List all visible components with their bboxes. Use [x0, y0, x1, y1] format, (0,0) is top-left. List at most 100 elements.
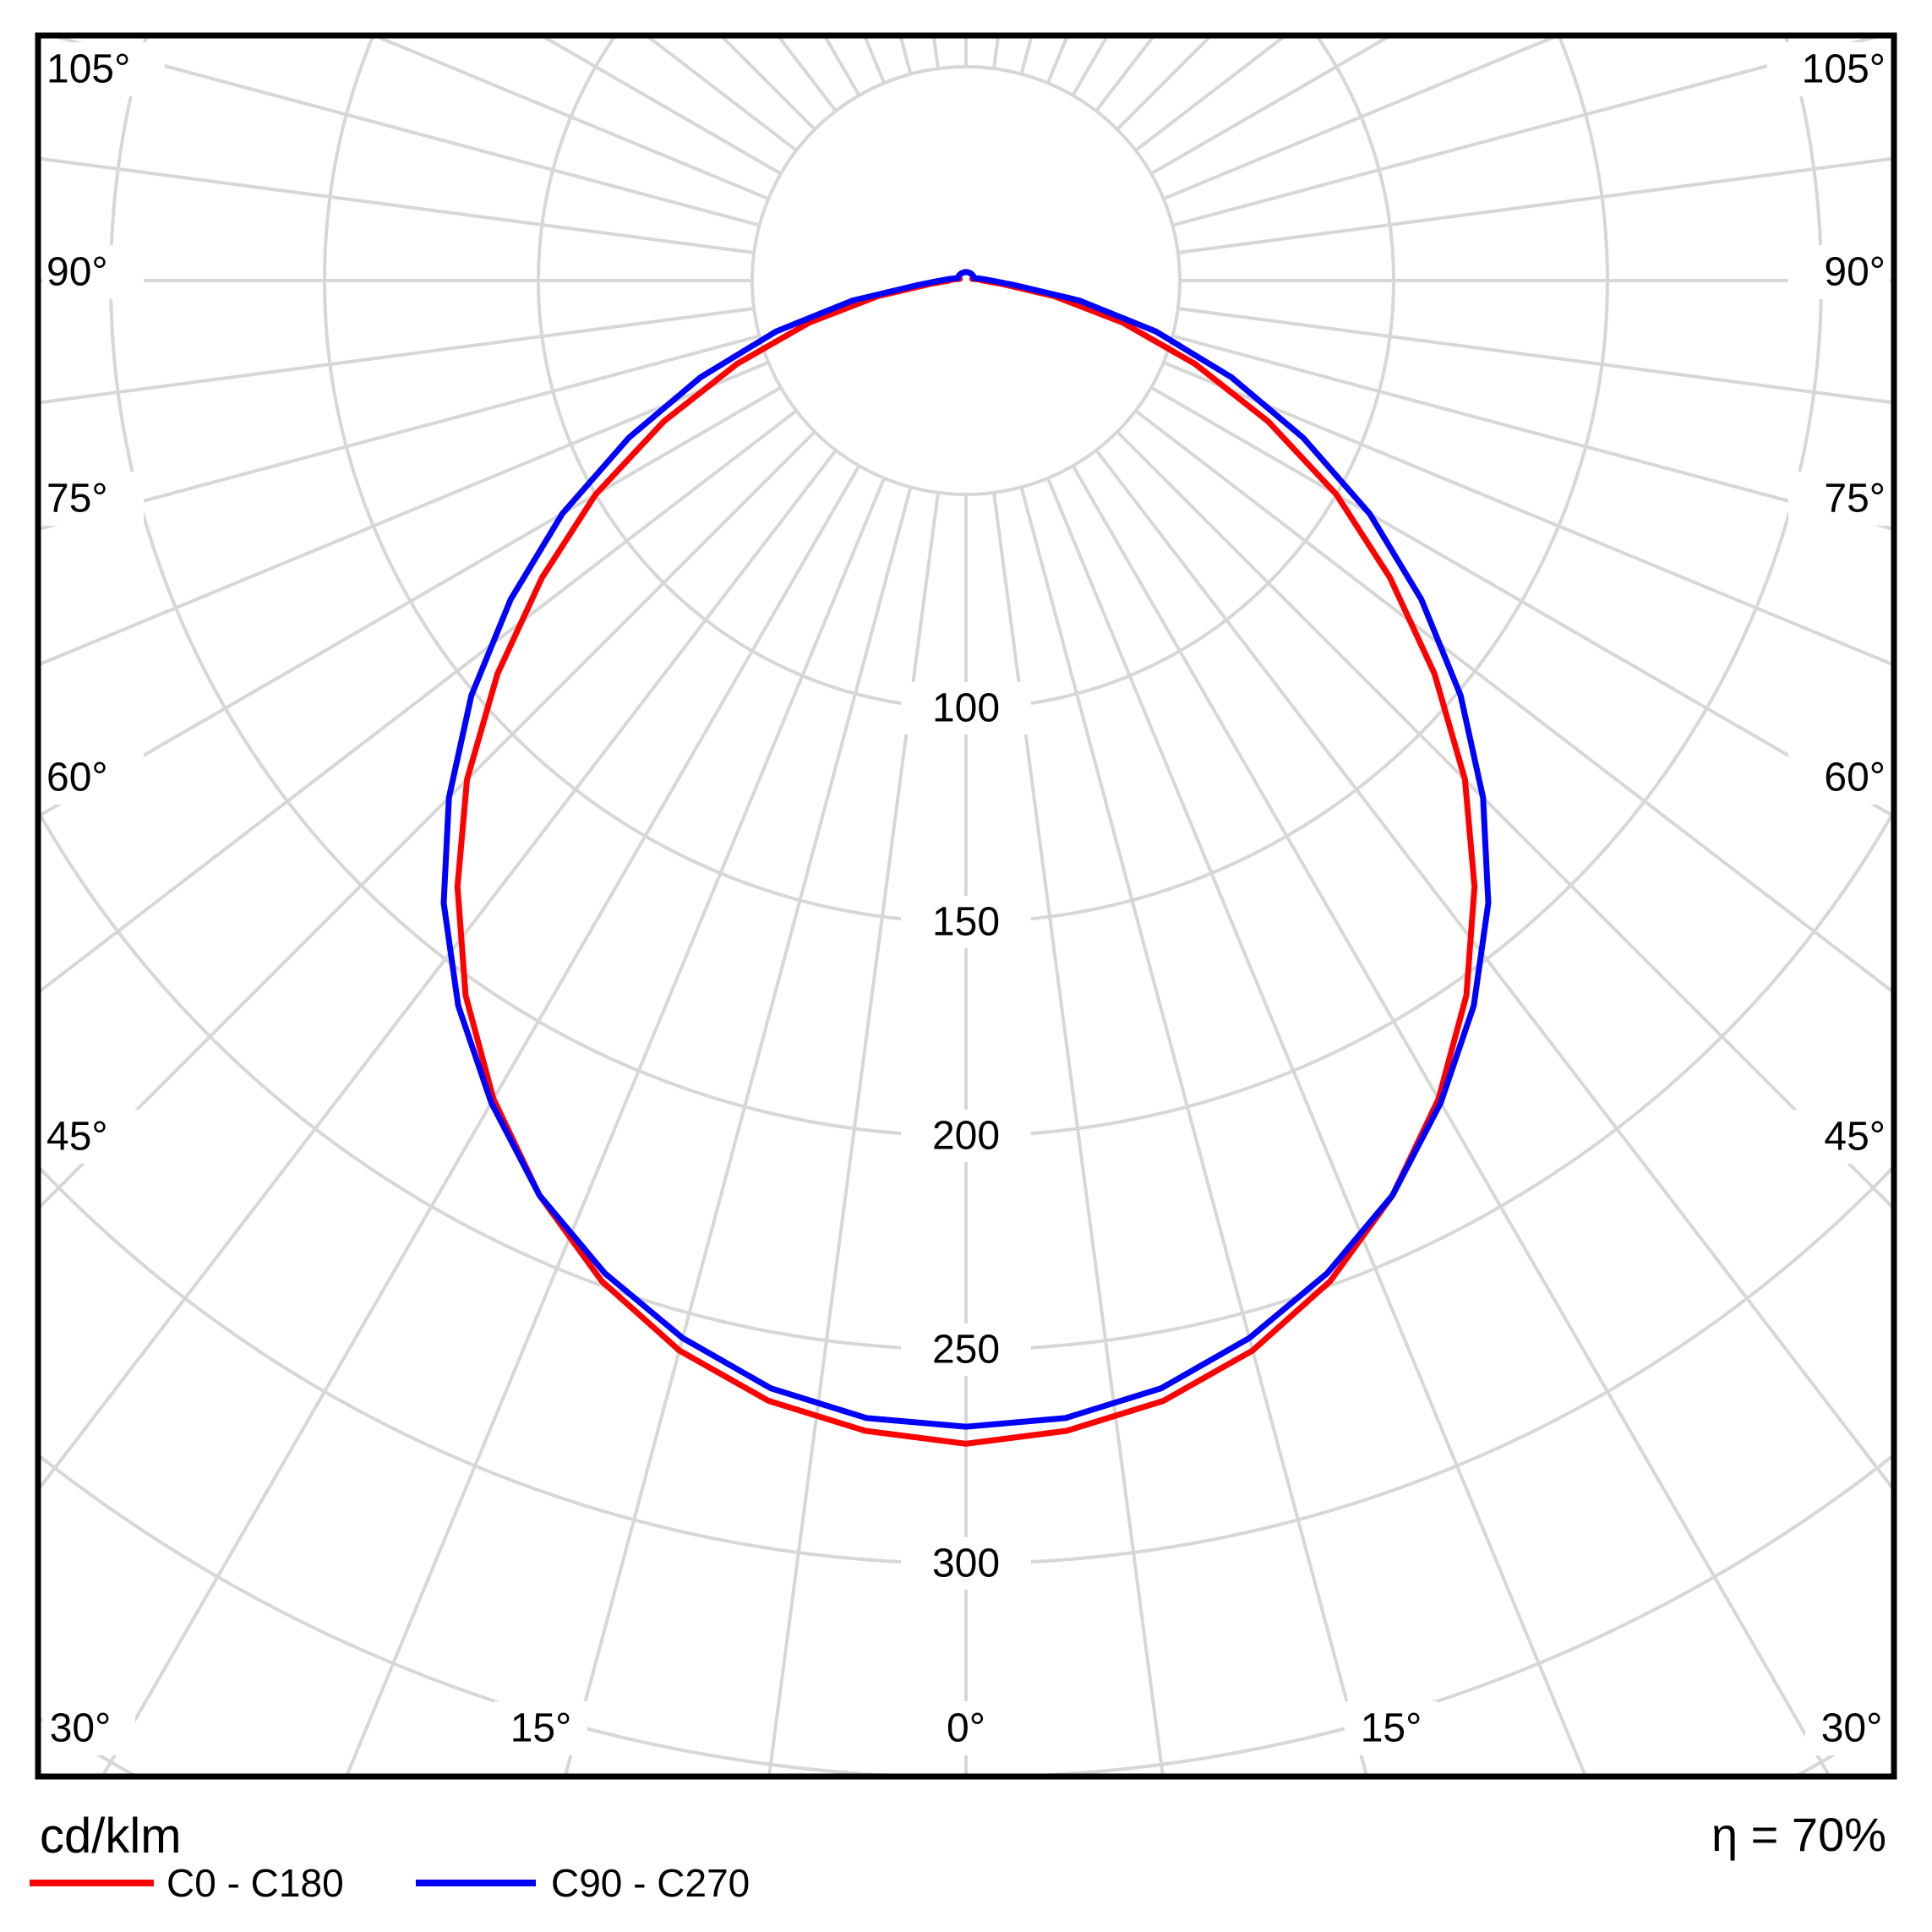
grid-spoke [100, 465, 861, 1776]
angle-tick-label: 45° [46, 1115, 108, 1160]
angle-tick-label: 75° [1824, 477, 1886, 521]
grid-spoke [1177, 307, 1894, 405]
angle-label-left-75: 75° [42, 472, 144, 526]
axis-labels: 100 150 200 250 300 105° 90° 75° [42, 42, 1898, 1755]
units-label: cd/klm [40, 1809, 182, 1864]
legend-label: C0 - C180 [166, 1861, 344, 1905]
radial-tick-label: 300 [932, 1542, 1000, 1586]
label-chip [42, 1110, 144, 1164]
label-chip [42, 245, 144, 299]
angle-tick-label: 105° [1802, 47, 1886, 92]
angle-label-bottom-0: 0° [928, 1701, 1004, 1755]
grid-spoke [1150, 385, 1894, 819]
grid-spoke [1134, 409, 1894, 996]
radial-tick-100: 100 [901, 682, 1031, 734]
label-chip [1767, 42, 1890, 96]
label-chip [1788, 472, 1890, 526]
curve-c90-c270 [440, 269, 1492, 1430]
angle-label-bottom-30-left: 30° [42, 1701, 135, 1755]
efficiency-label: η = 70% [1711, 1808, 1886, 1861]
angle-tick-label: 15° [1361, 1706, 1422, 1751]
angle-tick-label: 90° [1824, 250, 1886, 295]
label-chip [42, 42, 165, 96]
grid-spoke [1094, 449, 1894, 1493]
grid-spoke [1162, 360, 1894, 667]
grid-spoke [38, 360, 770, 667]
radial-tick-250: 250 [901, 1323, 1031, 1376]
grid-spoke [1177, 156, 1894, 254]
legend-item-c90-c270: C90 - C270 [416, 1861, 750, 1905]
angle-label-left-45: 45° [42, 1110, 144, 1164]
plot-border [35, 32, 1897, 1780]
label-chip [1345, 1701, 1438, 1755]
angle-tick-label: 90° [46, 250, 108, 295]
label-chip [42, 750, 144, 805]
label-chip [928, 1701, 1004, 1755]
grid-spoke [38, 156, 755, 254]
angle-label-right-105: 105° [1767, 42, 1890, 96]
grid-spoke [992, 492, 1165, 1776]
angle-tick-label: 30° [50, 1706, 112, 1751]
grid-spoke [38, 307, 755, 405]
angle-label-bottom-15-left: 15° [494, 1701, 587, 1755]
angle-label-right-90: 90° [1788, 245, 1890, 299]
radial-tick-300: 300 [901, 1537, 1031, 1590]
angle-label-left-60: 60° [42, 750, 144, 805]
angle-label-right-45: 45° [1788, 1110, 1890, 1164]
label-chip [1788, 750, 1890, 805]
chart-footer: cd/klm η = 70% C0 - C180 C90 - C270 [30, 1808, 1886, 1905]
radial-tick-label: 250 [932, 1328, 1000, 1373]
angle-label-bottom-30-right: 30° [1805, 1701, 1898, 1755]
label-chip [1805, 1701, 1898, 1755]
grid-ring [750, 65, 1182, 496]
angle-label-bottom-15-right: 15° [1345, 1701, 1438, 1755]
label-chip [494, 1701, 587, 1755]
grid-spoke [1071, 465, 1832, 1776]
grid-spoke [344, 477, 887, 1776]
angle-label-left-105: 105° [42, 42, 165, 96]
grid-spoke [767, 492, 940, 1776]
grid-spoke [1171, 334, 1894, 532]
grid-spoke [38, 430, 816, 1211]
grid-spoke [1019, 486, 1369, 1776]
grid-spoke [38, 409, 798, 996]
grid-spoke [38, 385, 782, 819]
label-chip [901, 1537, 1031, 1590]
legend-item-c0-c180: C0 - C180 [30, 1861, 344, 1905]
grid-spoke [1045, 477, 1588, 1776]
angle-tick-label: 45° [1824, 1115, 1886, 1160]
grid-spoke [1162, 35, 1563, 201]
angle-tick-label: 30° [1821, 1706, 1883, 1751]
grid-spoke [369, 35, 770, 201]
intensity-curves [440, 269, 1492, 1447]
radial-tick-label: 200 [932, 1114, 1000, 1159]
grid-spoke [38, 449, 838, 1493]
radial-tick-label: 150 [932, 900, 1000, 945]
angle-tick-label: 75° [46, 477, 108, 521]
label-chip [1788, 245, 1890, 299]
grid-spoke [1171, 35, 1888, 227]
radial-tick-label: 100 [932, 686, 1000, 731]
label-chip [901, 1323, 1031, 1376]
grid-spoke [563, 486, 913, 1776]
grid-spoke [38, 334, 761, 532]
angle-tick-label: 0° [947, 1706, 985, 1751]
radial-tick-150: 150 [901, 896, 1031, 948]
label-chip [901, 1110, 1031, 1162]
angle-label-left-90: 90° [42, 245, 144, 299]
label-chip [42, 472, 144, 526]
angle-tick-label: 60° [46, 756, 108, 800]
angle-label-right-60: 60° [1788, 750, 1890, 805]
label-chip [1788, 1110, 1890, 1164]
angle-tick-label: 105° [46, 47, 130, 92]
label-chip [901, 682, 1031, 734]
angle-tick-label: 60° [1824, 756, 1886, 800]
label-chip [42, 1701, 135, 1755]
label-chip [901, 896, 1031, 948]
radial-tick-200: 200 [901, 1110, 1031, 1162]
grid-spoke [1116, 430, 1894, 1211]
angle-label-right-75: 75° [1788, 472, 1890, 526]
